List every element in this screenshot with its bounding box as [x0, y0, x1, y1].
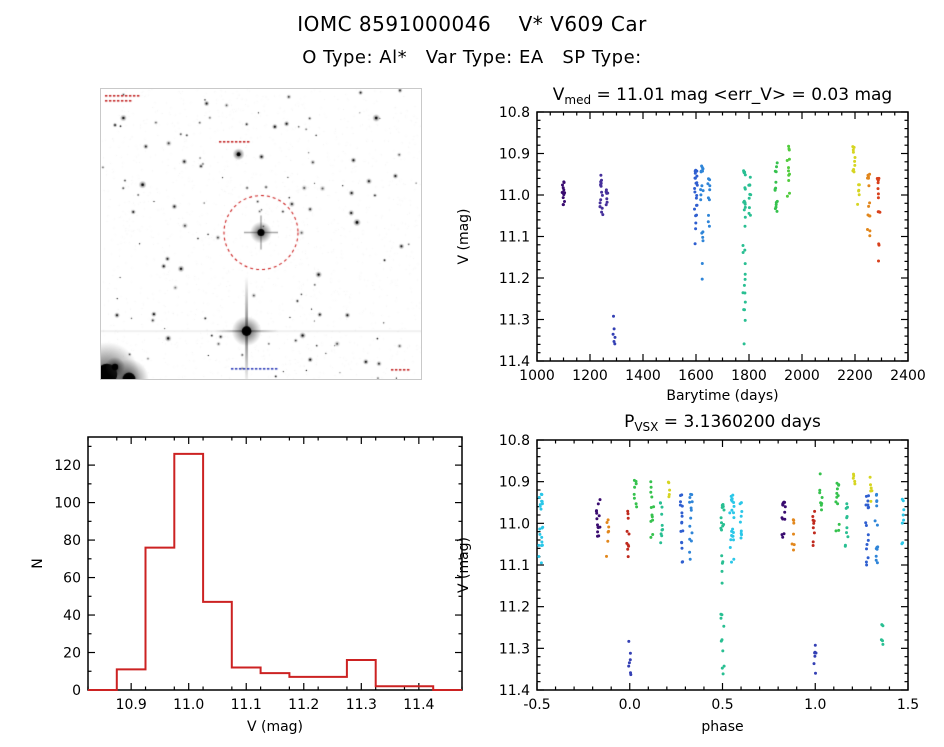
svg-text:11.4: 11.4: [499, 354, 530, 370]
svg-text:10.9: 10.9: [499, 475, 530, 491]
svg-text:10.8: 10.8: [499, 105, 530, 121]
svg-text:11.3: 11.3: [346, 697, 377, 713]
svg-text:2400: 2400: [890, 368, 926, 384]
svg-text:11.0: 11.0: [173, 697, 204, 713]
svg-text:N: N: [30, 558, 46, 568]
lightcurve-plot: 1000 1200 1400 1600 1800 2000 2200 2400 10.8 10.9…: [456, 85, 926, 404]
svg-text:PVSX = 3.1360200 days: PVSX = 3.1360200 days: [624, 412, 821, 434]
svg-text:11.1: 11.1: [231, 697, 262, 713]
svg-text:120: 120: [54, 458, 81, 474]
svg-text:1.5: 1.5: [897, 697, 919, 713]
svg-text:10.8: 10.8: [499, 433, 530, 449]
svg-text:1200: 1200: [572, 368, 608, 384]
svg-text:0.5: 0.5: [711, 697, 733, 713]
svg-text:20: 20: [63, 646, 81, 662]
magnitude-histogram-plot: 10.9 11.0 11.1 11.2 11.3 11.4 0 20 40 60 80 100 120 V…: [30, 436, 463, 735]
page-subtitle: O Type: Al* Var Type: EA SP Type:: [302, 47, 642, 68]
svg-text:phase: phase: [701, 719, 743, 735]
svg-text:11.4: 11.4: [499, 683, 530, 699]
svg-text:2200: 2200: [837, 368, 873, 384]
svg-text:1.0: 1.0: [804, 697, 826, 713]
svg-text:11.3: 11.3: [499, 641, 530, 657]
page-title: IOMC 8591000046 V* V609 Car: [297, 12, 647, 36]
svg-text:1000: 1000: [519, 368, 555, 384]
svg-text:Vmed = 11.01 mag <err_V> = 0.0: Vmed = 11.01 mag <err_V> = 0.03 mag: [553, 85, 892, 107]
svg-text:40: 40: [63, 608, 81, 624]
finder-chart-image: [100, 88, 422, 380]
svg-text:1400: 1400: [625, 368, 661, 384]
svg-text:V (mag): V (mag): [456, 208, 472, 264]
svg-text:80: 80: [63, 533, 81, 549]
svg-text:11.0: 11.0: [499, 188, 530, 204]
phase-folded-plot: -0.5 0.0 0.5 1.0 1.5 10.8 10.9 11.0 11.1 11.2 11.3…: [456, 412, 919, 735]
svg-text:V (mag): V (mag): [456, 537, 472, 593]
svg-text:-0.5: -0.5: [523, 697, 550, 713]
svg-text:2000: 2000: [784, 368, 820, 384]
svg-text:11.2: 11.2: [499, 600, 530, 616]
svg-text:100: 100: [54, 496, 81, 512]
svg-text:11.1: 11.1: [499, 230, 530, 246]
svg-text:Barytime (days): Barytime (days): [666, 388, 778, 404]
svg-text:0: 0: [72, 683, 81, 699]
svg-text:V (mag): V (mag): [247, 719, 303, 735]
svg-text:11.3: 11.3: [499, 313, 530, 329]
svg-text:11.2: 11.2: [499, 271, 530, 287]
svg-text:10.9: 10.9: [499, 147, 530, 163]
svg-text:10.9: 10.9: [116, 697, 147, 713]
svg-text:11.4: 11.4: [403, 697, 434, 713]
svg-text:1800: 1800: [731, 368, 767, 384]
svg-text:1600: 1600: [678, 368, 714, 384]
svg-text:11.2: 11.2: [288, 697, 319, 713]
svg-text:60: 60: [63, 571, 81, 587]
svg-text:11.1: 11.1: [499, 558, 530, 574]
svg-text:0.0: 0.0: [619, 697, 641, 713]
svg-text:11.0: 11.0: [499, 516, 530, 532]
